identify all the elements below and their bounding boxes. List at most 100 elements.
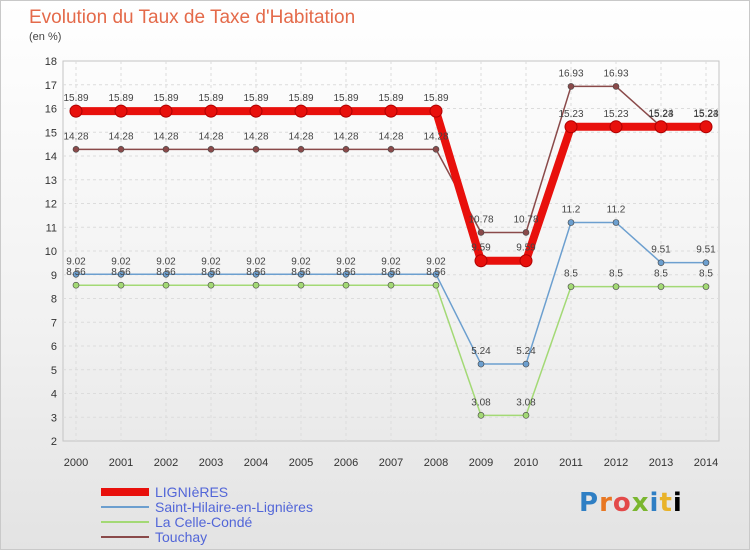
x-tick-label: 2005 — [289, 457, 313, 469]
data-point — [297, 281, 305, 289]
x-tick-label: 2002 — [154, 457, 178, 469]
data-label: 8.56 — [381, 267, 401, 278]
data-point — [162, 270, 170, 278]
legend-swatch-saint-hilaire — [101, 506, 149, 508]
data-label: 8.5 — [564, 269, 578, 280]
data-label: 15.89 — [423, 93, 448, 104]
data-point — [342, 146, 350, 153]
data-point — [342, 281, 350, 289]
data-label: 15.24 — [648, 109, 673, 120]
data-point — [384, 104, 398, 118]
data-point — [522, 360, 530, 368]
x-tick-label: 2011 — [559, 457, 583, 469]
data-label: 10.78 — [513, 214, 538, 225]
data-point — [207, 146, 215, 153]
data-label: 15.23 — [648, 109, 673, 120]
data-label: 9.02 — [336, 256, 356, 267]
x-tick-label: 2013 — [649, 457, 673, 469]
data-label: 15.89 — [288, 93, 313, 104]
data-point — [474, 254, 488, 268]
legend-swatch-lignieres — [101, 488, 149, 496]
data-point — [114, 104, 128, 118]
y-tick-label: 15 — [45, 127, 57, 139]
data-label: 8.56 — [201, 267, 221, 278]
y-tick-label: 18 — [45, 56, 57, 68]
legend-item-touchay: Touchay — [101, 529, 401, 545]
chart-subtitle: (en %) — [29, 31, 62, 43]
data-label: 14.28 — [63, 131, 88, 142]
data-label: 9.02 — [381, 256, 401, 267]
data-point — [522, 229, 530, 236]
data-point — [69, 104, 83, 118]
data-label: 15.89 — [333, 93, 358, 104]
data-label: 14.28 — [153, 131, 178, 142]
data-point — [387, 146, 395, 153]
data-point — [432, 281, 440, 289]
legend-item-lignieres: LIGNIèRES — [101, 484, 401, 500]
data-point — [567, 219, 575, 226]
data-label: 8.5 — [699, 269, 713, 280]
data-label: 8.56 — [246, 267, 266, 278]
data-label: 15.89 — [108, 93, 133, 104]
data-label: 9.02 — [111, 256, 131, 267]
data-label: 9.51 — [651, 245, 671, 256]
y-tick-label: 6 — [51, 341, 57, 353]
data-label: 15.89 — [243, 93, 268, 104]
y-tick-label: 13 — [45, 175, 57, 187]
data-label: 9.59 — [471, 243, 491, 254]
data-point — [612, 219, 620, 226]
data-label: 9.59 — [516, 243, 536, 254]
data-label: 15.89 — [198, 93, 223, 104]
x-tick-label: 2010 — [514, 457, 538, 469]
x-tick-label: 2003 — [199, 457, 223, 469]
data-point — [387, 270, 395, 278]
x-tick-label: 2014 — [694, 457, 718, 469]
data-point — [429, 104, 443, 118]
x-tick-label: 2000 — [64, 457, 88, 469]
data-label: 15.23 — [693, 109, 718, 120]
data-point — [72, 146, 80, 153]
data-label: 16.93 — [558, 68, 583, 79]
data-point — [657, 283, 665, 290]
data-label: 14.28 — [288, 131, 313, 142]
data-label: 15.24 — [693, 109, 718, 120]
data-label: 8.56 — [336, 267, 356, 278]
data-point — [702, 283, 710, 290]
chart-title: Evolution du Taux de Taxe d'Habitation — [29, 7, 356, 28]
y-tick-label: 16 — [45, 104, 57, 116]
data-label: 8.56 — [156, 267, 176, 278]
data-label: 15.23 — [558, 109, 583, 120]
data-label: 15.89 — [153, 93, 178, 104]
data-point — [252, 281, 260, 289]
data-label: 8.56 — [291, 267, 311, 278]
y-tick-label: 17 — [45, 80, 57, 92]
y-tick-label: 11 — [46, 222, 57, 234]
data-point — [522, 412, 530, 419]
data-point — [567, 83, 575, 90]
data-point — [207, 270, 215, 278]
data-point — [609, 120, 623, 134]
data-point — [159, 104, 173, 118]
x-tick-label: 2001 — [109, 457, 133, 469]
x-tick-label: 2007 — [379, 457, 403, 469]
data-label: 9.02 — [426, 256, 446, 267]
data-point — [72, 270, 80, 278]
y-tick-label: 4 — [51, 389, 57, 401]
data-label: 8.56 — [66, 267, 86, 278]
data-point — [207, 281, 215, 289]
data-point — [432, 146, 440, 153]
legend-item-la-celle-conde: La Celle-Condé — [101, 514, 401, 530]
legend-label-lignieres: LIGNIèRES — [155, 484, 229, 500]
y-tick-label: 10 — [45, 246, 57, 258]
data-point — [612, 283, 620, 290]
data-label: 14.28 — [108, 131, 133, 142]
data-label: 9.02 — [66, 256, 86, 267]
data-label: 8.56 — [111, 267, 131, 278]
chart-legend: LIGNIèRES Saint-Hilaire-en-Lignières La … — [101, 484, 401, 545]
data-point — [249, 104, 263, 118]
data-point — [699, 120, 713, 134]
x-tick-label: 2009 — [469, 457, 493, 469]
data-point — [117, 281, 125, 289]
data-label: 5.24 — [471, 346, 491, 357]
